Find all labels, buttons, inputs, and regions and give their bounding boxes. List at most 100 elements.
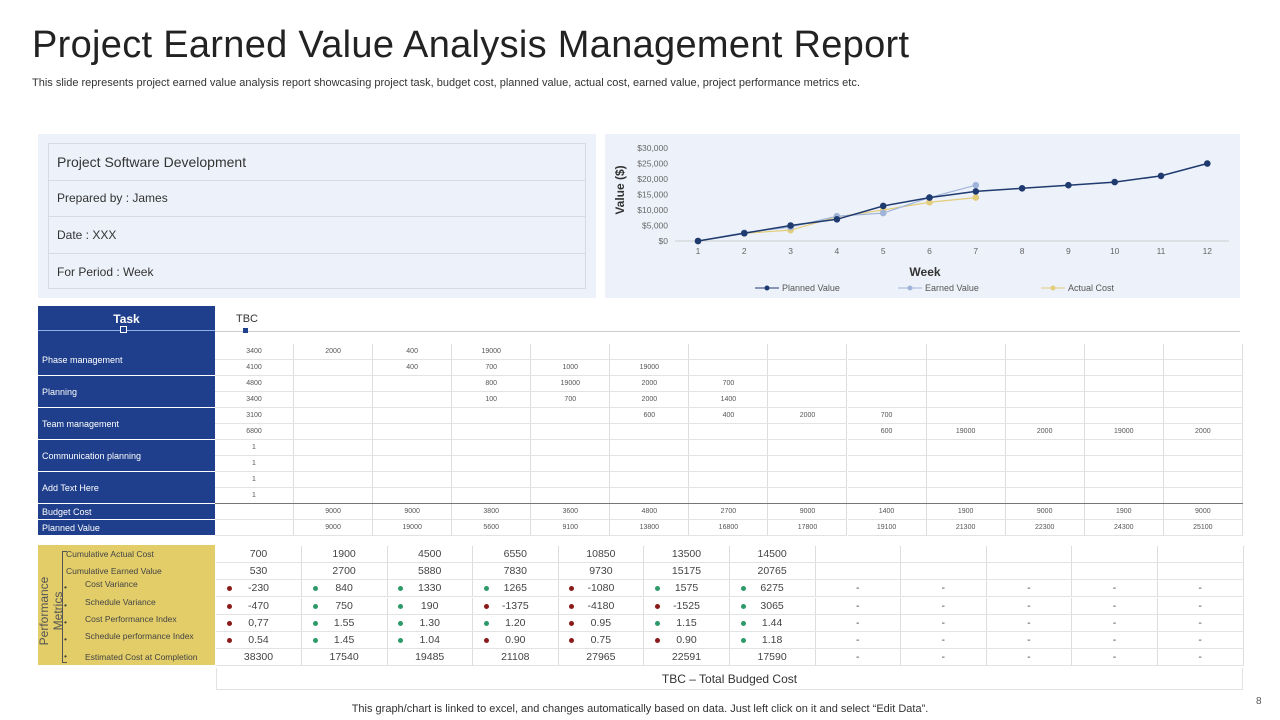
status-dot-red	[655, 603, 660, 609]
legend-label: Actual Cost	[1068, 283, 1115, 293]
task-cell: 400	[689, 408, 769, 424]
task-cell: 2000	[768, 408, 848, 424]
task-cell: 700	[689, 376, 769, 392]
metric-cell: -	[1072, 597, 1158, 615]
data-point	[741, 229, 748, 237]
task-cell	[926, 488, 1006, 504]
task-cell	[1163, 408, 1243, 424]
legend-marker	[1050, 285, 1056, 291]
metric-cell: 3065	[729, 597, 816, 615]
date: Date : XXX	[49, 217, 585, 254]
legend-marker	[764, 285, 770, 291]
metric-value: -	[1198, 634, 1202, 646]
metric-cell	[1072, 563, 1158, 581]
metric-cell: -	[900, 614, 987, 632]
status-dot-green	[740, 620, 746, 626]
task-cell	[1163, 488, 1243, 504]
metric-value: 1.30	[419, 616, 440, 629]
metric-cell: 750	[301, 597, 388, 615]
task-label: Add Text Here	[38, 472, 215, 504]
status-dot-red	[569, 603, 575, 609]
status-dot-green	[483, 586, 489, 592]
metric-value: -1525	[673, 599, 700, 612]
metric-value: 190	[420, 599, 439, 612]
x-tick-label: 11	[1157, 246, 1166, 256]
page-subtitle: This slide represents project earned val…	[32, 77, 860, 89]
metric-cell	[900, 546, 987, 563]
data-point	[1018, 185, 1026, 192]
task-cell	[1005, 360, 1085, 376]
task-cell	[1084, 376, 1164, 392]
metric-cell: -1375	[472, 597, 559, 615]
planned-cell: 25100	[1163, 520, 1243, 536]
y-tick-label: $25,000	[637, 159, 668, 169]
metric-value: 6275	[760, 582, 784, 595]
metric-value: -	[1198, 616, 1202, 629]
task-cell	[768, 344, 848, 360]
task-cell	[452, 408, 532, 424]
data-point	[972, 188, 980, 195]
metric-value: 0.54	[248, 634, 269, 646]
project-info-panel: Project Software Development Prepared by…	[38, 134, 596, 298]
table-separator	[215, 503, 1243, 504]
metric-cell	[986, 546, 1073, 563]
task-cell	[373, 472, 453, 488]
task-cell	[1163, 376, 1243, 392]
y-tick-label: $10,000	[637, 205, 668, 215]
metric-cell: 0.90	[644, 632, 730, 649]
task-cell	[689, 488, 769, 504]
status-dot-red	[227, 638, 232, 643]
metric-label: Cost Variance	[85, 579, 138, 590]
task-cell: 4800	[215, 376, 294, 392]
metric-cell: -	[1157, 632, 1244, 649]
task-cell: 3100	[215, 408, 294, 424]
metric-value: -	[1112, 599, 1117, 612]
metric-value: 7830	[503, 565, 527, 578]
task-cell: 19000	[452, 344, 532, 360]
legend-marker	[907, 285, 913, 291]
metric-value: -	[941, 634, 946, 646]
metric-cell	[900, 563, 987, 581]
metric-value: 0.90	[505, 634, 526, 646]
task-cell: 700	[531, 392, 611, 408]
data-point	[787, 222, 794, 229]
task-cell: 100	[452, 392, 532, 408]
task-cell	[610, 488, 690, 504]
task-cell	[1163, 360, 1243, 376]
metric-value: 0.95	[590, 616, 612, 629]
task-cell	[373, 408, 453, 424]
metric-cell: 0.75	[558, 632, 645, 649]
task-cell	[847, 360, 927, 376]
task-cell	[294, 392, 374, 408]
budget-cell: 3600	[531, 504, 611, 520]
budget-cell: 1400	[847, 504, 927, 520]
metric-value: -1375	[501, 599, 529, 612]
metric-value: 9730	[589, 565, 613, 578]
metric-cell: 1.20	[472, 614, 559, 632]
chart-svg: $0 $5,000 $10,000 $15,000 $20,000 $25,000 $30,…	[613, 143, 1229, 293]
metric-label: Cumulative Earned Value	[66, 566, 162, 577]
task-cell: 2000	[1005, 424, 1085, 440]
planned-cell: 24300	[1084, 520, 1164, 536]
budget-cell: 4800	[610, 504, 690, 520]
metric-cell	[986, 563, 1073, 581]
metric-value: -	[855, 651, 860, 664]
metric-cell: 700	[216, 546, 302, 563]
x-tick-label: 12	[1203, 246, 1213, 256]
metric-value: 27965	[586, 651, 616, 664]
metric-value: -	[941, 582, 946, 595]
status-dot-red	[227, 586, 232, 592]
metric-value: -	[855, 582, 860, 595]
earned-value-chart[interactable]: $0 $5,000 $10,000 $15,000 $20,000 $25,000 $30,…	[605, 134, 1240, 298]
metric-value: 1.45	[333, 634, 355, 646]
metric-cell: -1525	[644, 597, 730, 615]
task-cell	[926, 440, 1006, 456]
footer-note: This graph/chart is linked to excel, and…	[351, 703, 929, 715]
task-cell: 19000	[1084, 424, 1164, 440]
task-cell: 700	[452, 360, 532, 376]
budget-cell: 3800	[452, 504, 532, 520]
metric-cell: 10850	[558, 546, 645, 563]
metric-cell: 1.55	[301, 614, 388, 632]
task-cell	[1084, 488, 1164, 504]
task-label: Phase management	[38, 344, 215, 376]
